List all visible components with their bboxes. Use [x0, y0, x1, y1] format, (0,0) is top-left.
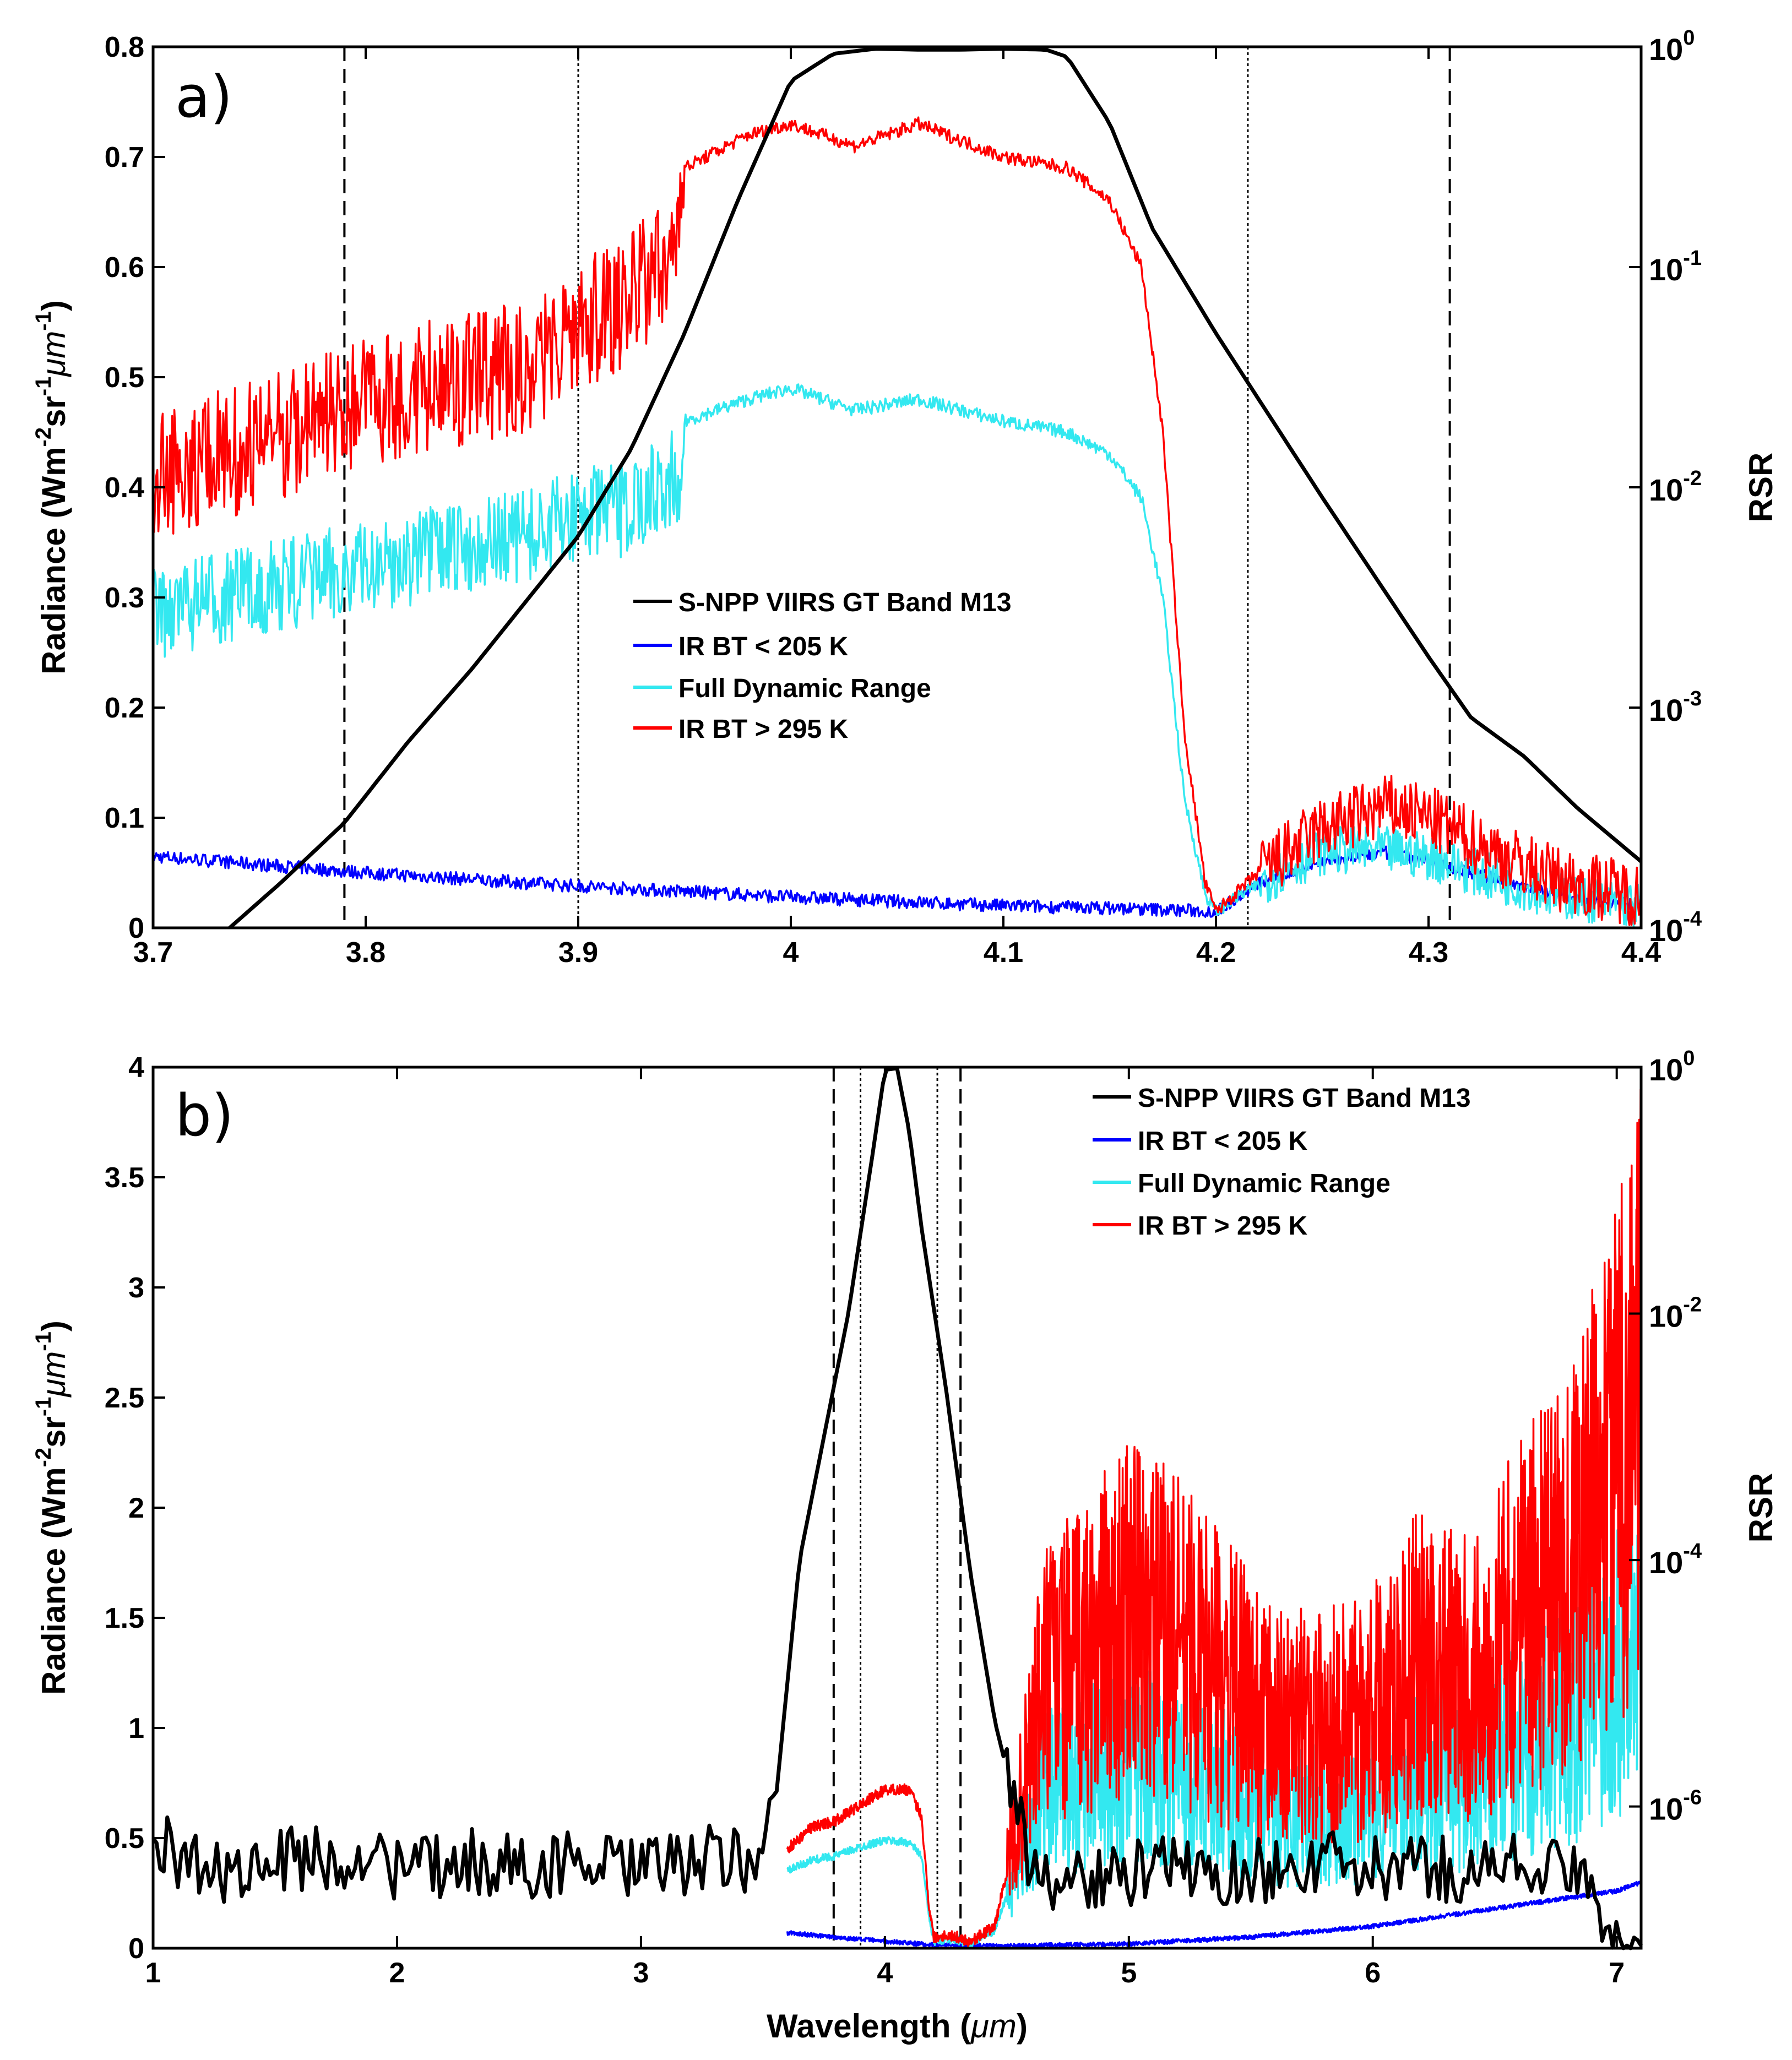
legend-label-a-0: S-NPP VIIRS GT Band M13	[678, 588, 1012, 617]
y-axis-label-b: Radiance (Wm-2sr-1μm-1)	[31, 1320, 72, 1695]
legend-label-b-0: S-NPP VIIRS GT Band M13	[1138, 1084, 1471, 1113]
y-tick-label-pb-3: 1.5	[105, 1602, 144, 1634]
series-line-pa-ir-bt-295-k	[152, 116, 1642, 926]
series-line-pa-rsr	[228, 47, 1643, 930]
x-tick-label-pb-0: 1	[145, 1957, 161, 1989]
legend-label-a-1: IR BT < 205 K	[678, 632, 848, 661]
x-tick-label-pa-3: 4	[783, 937, 799, 969]
x-tick-label-pa-2: 3.9	[558, 937, 598, 969]
y-tick-label-pa-4: 0.4	[105, 472, 144, 504]
y-tick-label-pb-6: 3	[128, 1272, 144, 1304]
x-tick-label-pb-2: 3	[633, 1957, 649, 1989]
y2-tick-label-pa-1: 10-3	[1649, 687, 1702, 727]
y-tick-label-pb-8: 4	[128, 1052, 144, 1084]
legend-label-a-3: IR BT > 295 K	[678, 715, 848, 744]
x-tick-label-pa-7: 4.4	[1621, 937, 1661, 969]
panel-label-b: b)	[175, 1082, 234, 1149]
y2-tick-label-pa-0: 10-4	[1649, 907, 1702, 948]
series-line-pb-ir-bt-295-k	[786, 1088, 1642, 1947]
y-tick-label-pa-8: 0.8	[105, 31, 144, 63]
x-tick-label-pa-4: 4.1	[984, 937, 1023, 969]
x-tick-label-pb-3: 4	[877, 1957, 893, 1989]
y2-axis-label-a: RSR	[1742, 453, 1779, 523]
x-tick-label-pa-5: 4.2	[1196, 937, 1236, 969]
legend-b: S-NPP VIIRS GT Band M13 IR BT < 205 K Fu…	[1093, 1084, 1471, 1241]
y-tick-label-pa-1: 0.1	[105, 802, 144, 834]
legend-label-b-3: IR BT > 295 K	[1138, 1211, 1307, 1241]
y-tick-label-pa-3: 0.3	[105, 582, 144, 614]
y2-tick-label-pb-0: 10-6	[1649, 1786, 1702, 1827]
y2-tick-label-pa-2: 10-2	[1649, 467, 1702, 507]
x-tick-label-pb-5: 6	[1365, 1957, 1381, 1989]
y-tick-label-pa-7: 0.7	[105, 142, 144, 173]
x-tick-label-pb-1: 2	[389, 1957, 405, 1989]
x-tick-label-pb-4: 5	[1121, 1957, 1137, 1989]
y2-tick-label-pb-1: 10-4	[1649, 1540, 1702, 1580]
series-line-pa-full-dynamic-range	[152, 383, 1642, 927]
y2-tick-label-pb-2: 10-2	[1649, 1293, 1702, 1334]
y2-tick-label-pb-3: 100	[1649, 1047, 1695, 1087]
y-axis-label-a: Radiance (Wm-2sr-1μm-1)	[31, 300, 72, 675]
x-tick-label-pa-1: 3.8	[346, 937, 385, 969]
y2-axis-label-b: RSR	[1742, 1473, 1779, 1543]
y-tick-label-pb-1: 0.5	[105, 1823, 144, 1855]
x-tick-label-pb-6: 7	[1609, 1957, 1625, 1989]
x-tick-label-pa-0: 3.7	[133, 937, 173, 969]
y-tick-label-pb-5: 2.5	[105, 1382, 144, 1414]
legend-label-b-2: Full Dynamic Range	[1138, 1169, 1391, 1198]
series-line-pb-ir-bt-205-k	[786, 1880, 1642, 1949]
legend-label-b-1: IR BT < 205 K	[1138, 1127, 1307, 1156]
legend-label-a-2: Full Dynamic Range	[678, 674, 931, 703]
y2-tick-label-pa-4: 100	[1649, 26, 1695, 67]
y-tick-label-pb-2: 1	[128, 1713, 144, 1744]
y-tick-label-pb-7: 3.5	[105, 1162, 144, 1194]
y-tick-label-pb-4: 2	[128, 1492, 144, 1524]
panel-a: S-NPP VIIRS GT Band M13 IR BT < 205 K Fu…	[31, 26, 1779, 969]
y-tick-label-pb-0: 0	[128, 1933, 144, 1965]
panel-b: S-NPP VIIRS GT Band M13 IR BT < 205 K Fu…	[31, 1047, 1779, 2045]
y-tick-label-pa-2: 0.2	[105, 692, 144, 724]
x-axis-label-b: Wavelength (μm)	[767, 2008, 1028, 2045]
panel-label-a: a)	[175, 63, 232, 131]
y-tick-label-pa-5: 0.5	[105, 362, 144, 394]
x-tick-label-pa-6: 4.3	[1409, 937, 1448, 969]
y-tick-label-pa-6: 0.6	[105, 252, 144, 284]
legend-a: S-NPP VIIRS GT Band M13 IR BT < 205 K Fu…	[633, 588, 1012, 744]
y2-tick-label-pa-3: 10-1	[1649, 247, 1702, 287]
y-tick-label-pa-0: 0	[128, 912, 144, 944]
